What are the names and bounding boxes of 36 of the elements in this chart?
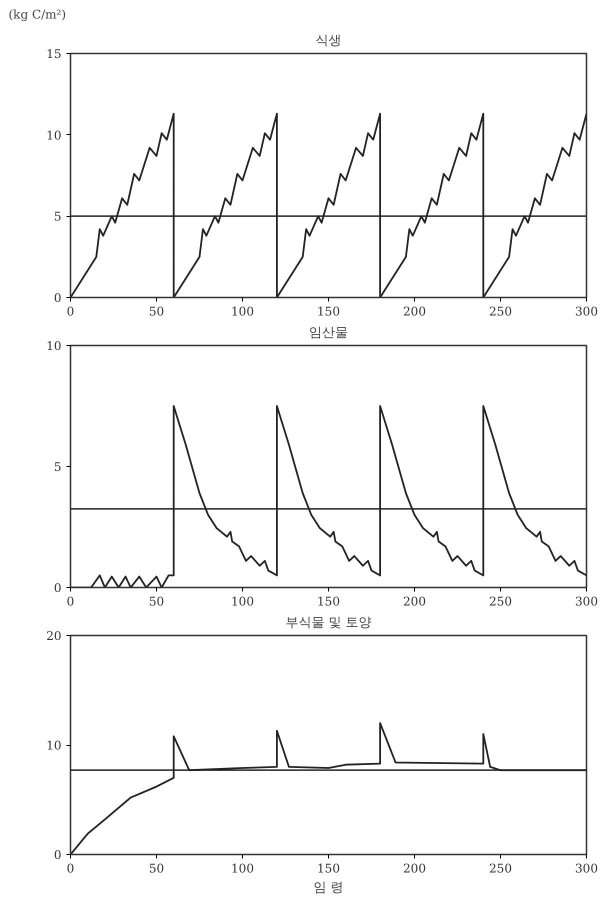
chart-title: 임산물 <box>309 326 348 340</box>
y-tick-label: 0 <box>54 848 62 862</box>
x-tick-label: 50 <box>148 304 164 318</box>
x-tick-label: 300 <box>575 594 598 608</box>
x-tick-label: 300 <box>575 862 598 876</box>
x-tick-label: 150 <box>317 862 340 876</box>
y-tick-label: 0 <box>54 291 62 305</box>
x-axis-title: 임 령 <box>313 880 344 896</box>
x-tick-label: 250 <box>489 862 512 876</box>
x-tick-label: 250 <box>489 304 512 318</box>
x-tick-label: 150 <box>317 594 340 608</box>
x-tick-label: 0 <box>66 304 74 318</box>
y-tick-label: 10 <box>46 128 62 142</box>
y-tick-label: 0 <box>54 581 62 595</box>
x-tick-label: 100 <box>231 304 254 318</box>
y-axis-title: (kg C/m²) <box>8 8 66 22</box>
y-tick-label: 20 <box>46 629 62 643</box>
x-tick-label: 200 <box>403 594 426 608</box>
y-tick-label: 10 <box>46 339 62 353</box>
y-tick-label: 5 <box>54 210 62 224</box>
x-tick-label: 150 <box>317 304 340 318</box>
x-tick-label: 200 <box>403 862 426 876</box>
x-tick-label: 300 <box>575 304 598 318</box>
y-tick-label: 10 <box>46 738 62 752</box>
y-tick-label: 5 <box>54 460 62 474</box>
x-tick-label: 250 <box>489 594 512 608</box>
chart-title: 부식물 및 토양 <box>285 616 372 630</box>
x-tick-label: 50 <box>148 594 164 608</box>
x-tick-label: 0 <box>66 594 74 608</box>
chart-title: 식생 <box>316 34 342 48</box>
x-tick-label: 100 <box>231 862 254 876</box>
x-tick-label: 100 <box>231 594 254 608</box>
x-tick-label: 0 <box>66 862 74 876</box>
x-tick-label: 50 <box>148 862 164 876</box>
y-tick-label: 15 <box>46 47 62 61</box>
x-tick-label: 200 <box>403 304 426 318</box>
